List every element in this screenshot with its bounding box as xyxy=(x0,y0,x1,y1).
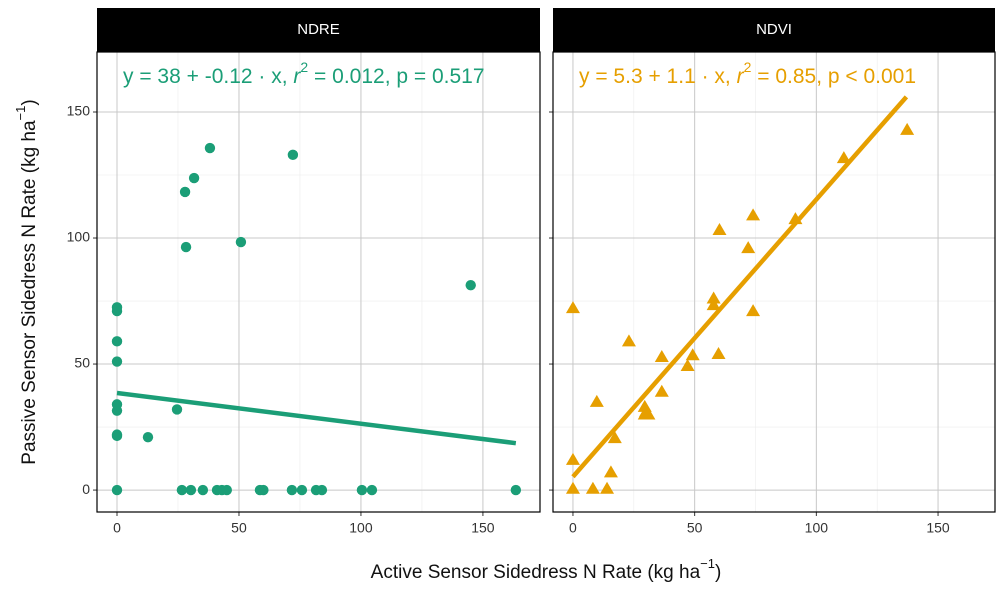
x-tick-label: 100 xyxy=(349,520,373,536)
annotation-equation: y = 5.3 + 1.1 · x, xyxy=(579,65,737,88)
point xyxy=(641,407,656,420)
point xyxy=(565,452,580,465)
point xyxy=(286,484,298,496)
annotation-stats: = 0.85, p < 0.001 xyxy=(751,65,916,88)
x-axis-label-power: −1 xyxy=(700,556,715,571)
point xyxy=(746,208,761,221)
point xyxy=(589,394,604,407)
point xyxy=(111,302,123,313)
point xyxy=(712,222,727,235)
point xyxy=(171,404,183,415)
x-tick-label: 150 xyxy=(471,520,495,536)
point xyxy=(565,481,580,494)
point xyxy=(600,481,615,494)
point xyxy=(176,484,188,496)
y-tick-label: 0 xyxy=(82,481,90,497)
point xyxy=(204,142,216,154)
annotation-power: 2 xyxy=(300,59,308,75)
point xyxy=(465,279,476,291)
point xyxy=(510,484,522,496)
point xyxy=(235,236,247,248)
point xyxy=(607,431,622,444)
annotation-r: r xyxy=(293,65,301,88)
point xyxy=(711,346,726,359)
point xyxy=(706,291,721,304)
point xyxy=(366,484,378,496)
strip-label: NDVI xyxy=(756,21,792,38)
point xyxy=(585,481,600,494)
point xyxy=(788,212,803,225)
annotation: y = 38 + -0.12 · x, r2 = 0.012, p = 0.51… xyxy=(123,59,485,88)
strip-label: NDRE xyxy=(297,21,340,38)
point xyxy=(111,429,123,440)
y-tick-label: 100 xyxy=(67,229,91,245)
x-axis-label-close: ) xyxy=(715,562,721,583)
point xyxy=(680,359,695,372)
x-axis-label: Active Sensor Sidedress N Rate (kg ha−1) xyxy=(371,556,722,583)
point xyxy=(296,484,308,496)
x-tick-label: 100 xyxy=(805,520,829,536)
point xyxy=(221,484,232,496)
x-tick-label: 150 xyxy=(926,520,950,536)
point xyxy=(654,349,669,362)
point xyxy=(111,484,123,496)
point xyxy=(741,241,756,254)
y-axis-label-power: −1 xyxy=(13,106,28,121)
point xyxy=(197,484,209,496)
annotation-stats: = 0.012, p = 0.517 xyxy=(308,65,484,88)
point xyxy=(565,301,580,314)
panel-border xyxy=(96,51,541,513)
y-axis-label: Passive Sensor Sidedress N Rate (kg ha−1… xyxy=(13,99,40,464)
point xyxy=(258,484,269,496)
point xyxy=(706,298,721,311)
point xyxy=(179,186,191,198)
annotation: y = 5.3 + 1.1 · x, r2 = 0.85, p < 0.001 xyxy=(579,59,916,88)
y-axis-label-close: ) xyxy=(19,99,40,105)
x-tick-label: 50 xyxy=(687,520,703,536)
point xyxy=(746,304,761,317)
point xyxy=(142,431,154,443)
strip xyxy=(553,8,995,52)
point xyxy=(185,484,197,496)
point xyxy=(654,384,669,397)
point xyxy=(111,399,123,410)
annotation-r: r xyxy=(737,65,745,88)
point xyxy=(356,484,368,496)
point xyxy=(188,172,200,184)
panel-border xyxy=(552,51,996,513)
annotation-equation: y = 38 + -0.12 · x, xyxy=(123,65,293,88)
point xyxy=(180,241,192,253)
point xyxy=(603,465,618,478)
y-tick-label: 50 xyxy=(74,355,90,371)
x-tick-label: 0 xyxy=(113,520,121,536)
x-tick-label: 0 xyxy=(569,520,577,536)
point xyxy=(621,334,636,347)
point xyxy=(111,356,123,367)
point xyxy=(111,336,123,347)
annotation-power: 2 xyxy=(744,59,752,75)
point xyxy=(287,149,299,161)
fit-line xyxy=(571,95,909,479)
y-tick-label: 150 xyxy=(67,103,91,119)
y-axis-label-text: Passive Sensor Sidedress N Rate (kg ha xyxy=(19,120,40,465)
point xyxy=(836,151,851,164)
x-axis-label-text: Active Sensor Sidedress N Rate (kg ha xyxy=(371,562,701,583)
point xyxy=(316,484,328,496)
point xyxy=(900,122,915,135)
x-tick-label: 50 xyxy=(231,520,247,536)
fit-line xyxy=(116,390,517,446)
point xyxy=(685,348,700,361)
strip xyxy=(97,8,540,52)
